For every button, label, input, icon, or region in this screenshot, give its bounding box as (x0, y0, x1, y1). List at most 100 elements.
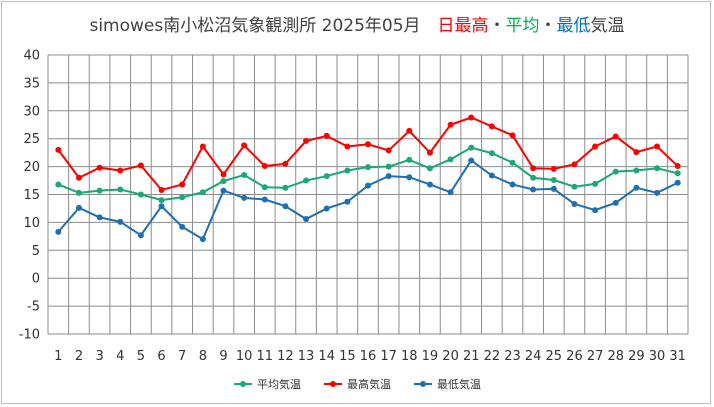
x-tick-label: 14 (318, 349, 335, 364)
data-point (674, 170, 681, 177)
x-tick-label: 21 (463, 349, 480, 364)
data-point (241, 142, 248, 149)
x-tick-label: 13 (298, 349, 315, 364)
data-point (179, 181, 186, 188)
data-point (468, 157, 475, 164)
data-point (406, 156, 413, 163)
data-point (220, 171, 227, 178)
data-point (365, 141, 371, 148)
data-point (282, 203, 289, 210)
data-point (117, 218, 124, 225)
data-point (488, 150, 495, 157)
data-point (447, 189, 454, 196)
y-tick-label: 40 (23, 49, 40, 64)
data-point (220, 178, 227, 185)
data-point (344, 198, 351, 205)
y-tick-label: 30 (23, 104, 40, 119)
data-point (55, 146, 62, 153)
legend-label: 最高気温 (347, 377, 391, 391)
x-tick-label: 29 (628, 349, 645, 364)
chart-title-segment: ・ (540, 16, 557, 36)
data-point (571, 161, 578, 168)
y-tick-label: 10 (23, 216, 40, 231)
y-tick-label: 0 (32, 272, 40, 287)
data-point (509, 132, 516, 139)
data-point (385, 163, 392, 170)
data-point (385, 147, 392, 154)
data-point (282, 160, 289, 167)
data-point (241, 171, 248, 178)
data-point (158, 203, 165, 210)
data-point (406, 174, 413, 181)
data-point (592, 207, 599, 214)
x-tick-label: 4 (116, 349, 124, 364)
data-point (117, 167, 124, 174)
x-tick-label: 26 (566, 349, 583, 364)
legend-label: 平均気温 (257, 377, 301, 391)
x-tick-label: 23 (504, 349, 521, 364)
data-point (530, 186, 537, 193)
x-tick-label: 20 (442, 349, 459, 364)
y-tick-label: -10 (19, 328, 40, 343)
y-tick-label: -5 (27, 300, 40, 315)
grid (47, 54, 689, 335)
x-tick-label: 6 (157, 349, 165, 364)
data-point (137, 191, 144, 198)
data-point (261, 196, 268, 203)
chart-title-segment: ・ (489, 16, 506, 36)
data-point (385, 173, 392, 180)
x-tick-label: 2 (75, 349, 83, 364)
data-point (550, 185, 557, 192)
data-point (323, 205, 330, 212)
data-point (654, 165, 661, 172)
data-point (488, 172, 495, 179)
x-tick-label: 9 (219, 349, 227, 364)
chart-title: simowes南小松沼気象観測所 2025年05月 日最高・平均・最低気温 (89, 16, 624, 36)
y-tick-label: 5 (32, 244, 40, 259)
x-tick-label: 19 (422, 349, 439, 364)
data-point (488, 123, 495, 130)
data-point (447, 121, 454, 128)
data-point (426, 165, 433, 172)
data-point (674, 163, 681, 170)
data-point (303, 216, 310, 223)
data-point (96, 164, 103, 171)
series-平均気温 (55, 144, 681, 204)
x-tick-label: 30 (649, 349, 666, 364)
data-point (612, 133, 619, 140)
chart-title-segment: 平均 (506, 16, 540, 36)
data-point (406, 127, 413, 134)
x-tick-label: 24 (525, 349, 542, 364)
data-point (96, 187, 103, 194)
series-layer (55, 114, 681, 243)
data-point (117, 186, 124, 193)
data-point (592, 180, 599, 187)
data-point (550, 176, 557, 183)
data-point (158, 197, 165, 204)
x-tick-label: 12 (277, 349, 294, 364)
chart-title-segment: 気温 (591, 16, 625, 36)
data-point (530, 165, 537, 172)
series-最低気温 (55, 157, 681, 243)
y-axis-ticks: -10 -5 0 5 10 15 20 25 30 35 40 (19, 49, 40, 343)
data-point (158, 187, 165, 194)
data-point (344, 167, 351, 174)
data-point (282, 184, 289, 191)
chart-title-segment: 日最高 (421, 16, 489, 36)
x-tick-label: 1 (54, 349, 62, 364)
data-point (654, 189, 661, 196)
data-point (654, 143, 661, 150)
series-最高気温 (55, 114, 681, 194)
data-point (199, 143, 206, 150)
data-point (303, 177, 310, 184)
data-point (509, 181, 516, 188)
chart-title-segment: 最低 (557, 16, 591, 36)
x-tick-label: 5 (137, 349, 145, 364)
data-point (55, 228, 62, 235)
data-point (261, 184, 268, 191)
data-point (509, 159, 516, 166)
legend-swatch-marker (420, 381, 426, 387)
x-tick-label: 27 (587, 349, 604, 364)
data-point (633, 149, 640, 156)
y-tick-label: 35 (23, 76, 40, 91)
